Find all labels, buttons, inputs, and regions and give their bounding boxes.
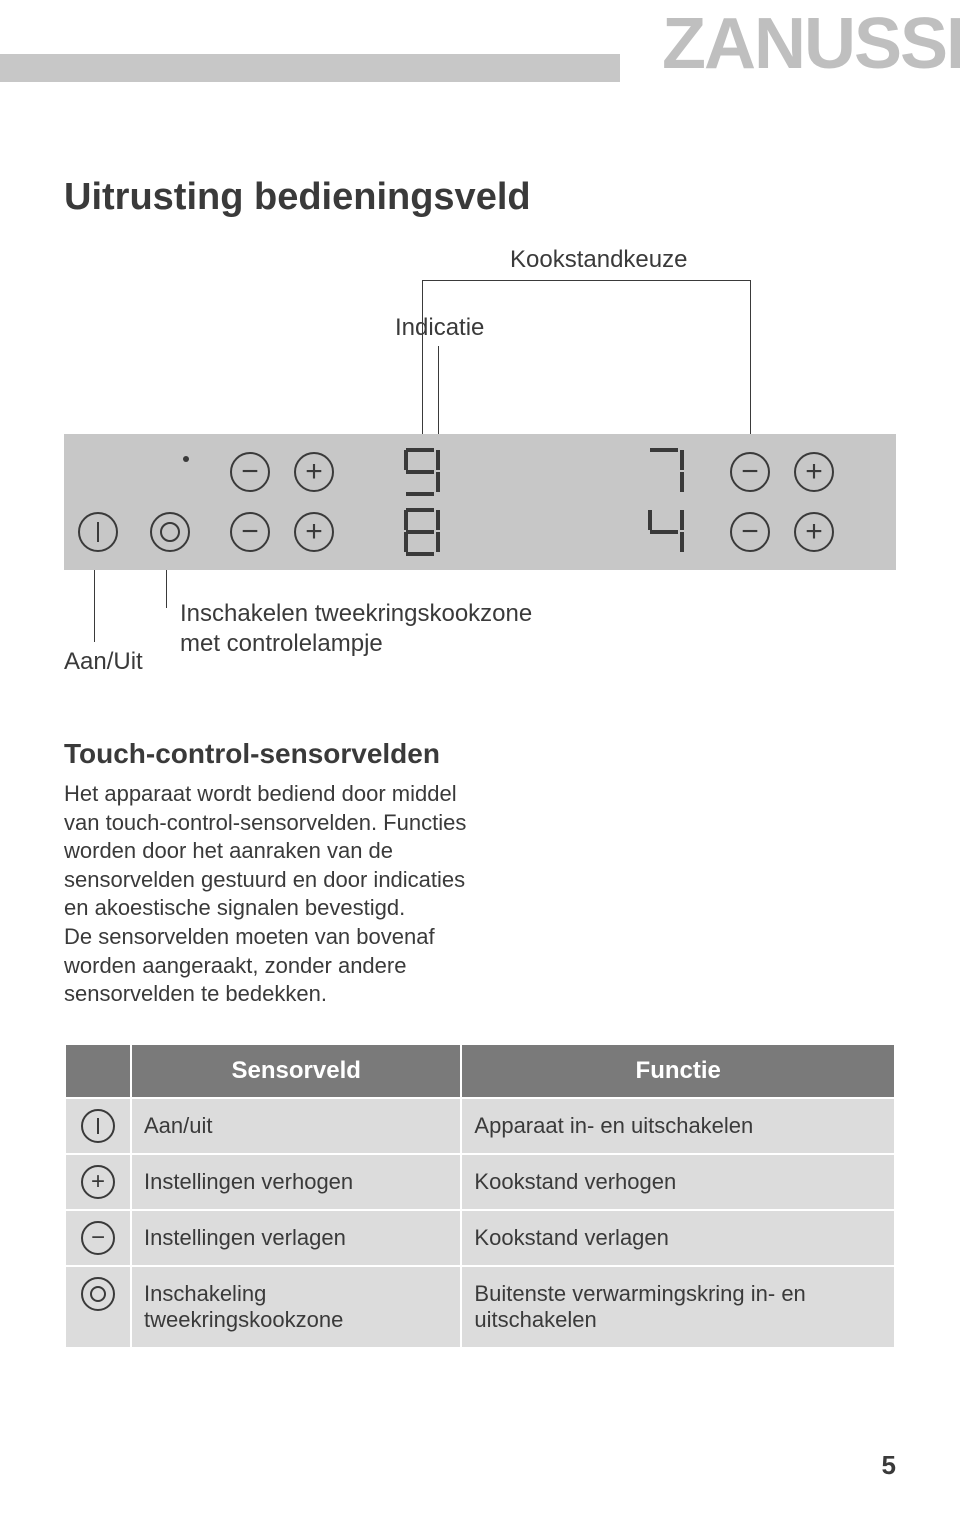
row-icon-minus: − xyxy=(65,1210,131,1266)
row-icon-ring xyxy=(65,1266,131,1348)
leader-kookstand-left xyxy=(422,280,423,450)
row-sensor: Inschakeling tweekringskookzone xyxy=(131,1266,461,1348)
label-indicatie: Indicatie xyxy=(395,314,484,342)
row-functie: Buitenste verwarmingskring in- en uitsch… xyxy=(461,1266,895,1348)
page-number: 5 xyxy=(882,1450,896,1481)
label-aanuit: Aan/Uit xyxy=(64,648,143,676)
label-inschakelen-line1: Inschakelen tweekringskookzone xyxy=(180,600,532,627)
leader-inschakelen xyxy=(166,570,167,608)
row-icon-plus: + xyxy=(65,1154,131,1210)
control-panel-diagram: − + − + − + − + xyxy=(64,434,896,570)
brand-logo: ZANUSSI xyxy=(662,8,960,80)
page-title: Uitrusting bedieningsveld xyxy=(64,176,531,219)
digit-display xyxy=(644,444,688,500)
indicator-dot xyxy=(183,456,189,462)
body-text-block: Touch-control-sensorvelden Het apparaat … xyxy=(64,738,494,1009)
section-paragraph: Het apparaat wordt bediend door middel v… xyxy=(64,780,494,1009)
table-header-functie: Functie xyxy=(461,1044,895,1098)
label-inschakelen-line2: met controlelampje xyxy=(180,630,383,657)
plus-button-icon: + xyxy=(294,512,334,552)
table-header-icon xyxy=(65,1044,131,1098)
table-header-sensorveld: Sensorveld xyxy=(131,1044,461,1098)
leader-kookstand-h xyxy=(422,280,750,281)
section-heading: Touch-control-sensorvelden xyxy=(64,738,494,770)
sensor-function-table: Sensorveld Functie Aan/uit Apparaat in- … xyxy=(64,1043,896,1349)
digit-display xyxy=(400,444,444,500)
minus-button-icon: − xyxy=(730,512,770,552)
digit-display xyxy=(644,504,688,560)
row-functie: Kookstand verhogen xyxy=(461,1154,895,1210)
plus-button-icon: + xyxy=(794,512,834,552)
leader-kookstand-right xyxy=(750,280,751,450)
minus-button-icon: − xyxy=(230,452,270,492)
table-row: − Instellingen verlagen Kookstand verlag… xyxy=(65,1210,895,1266)
row-functie: Apparaat in- en uitschakelen xyxy=(461,1098,895,1154)
header-bar xyxy=(0,54,620,82)
table-row: + Instellingen verhogen Kookstand verhog… xyxy=(65,1154,895,1210)
table-row: Aan/uit Apparaat in- en uitschakelen xyxy=(65,1098,895,1154)
plus-button-icon: + xyxy=(294,452,334,492)
minus-button-icon: − xyxy=(230,512,270,552)
row-sensor: Instellingen verhogen xyxy=(131,1154,461,1210)
label-kookstandkeuze: Kookstandkeuze xyxy=(510,246,687,274)
leader-aanuit xyxy=(94,570,95,642)
digit-display xyxy=(400,504,444,560)
plus-button-icon: + xyxy=(794,452,834,492)
row-sensor: Aan/uit xyxy=(131,1098,461,1154)
row-icon-power xyxy=(65,1098,131,1154)
minus-button-icon: − xyxy=(730,452,770,492)
row-functie: Kookstand verlagen xyxy=(461,1210,895,1266)
label-inschakelen: Inschakelen tweekringskookzone met contr… xyxy=(180,599,532,659)
table-row: Inschakeling tweekringskookzone Buitenst… xyxy=(65,1266,895,1348)
power-button-icon xyxy=(78,512,118,552)
dual-ring-button-icon xyxy=(150,512,190,552)
row-sensor: Instellingen verlagen xyxy=(131,1210,461,1266)
